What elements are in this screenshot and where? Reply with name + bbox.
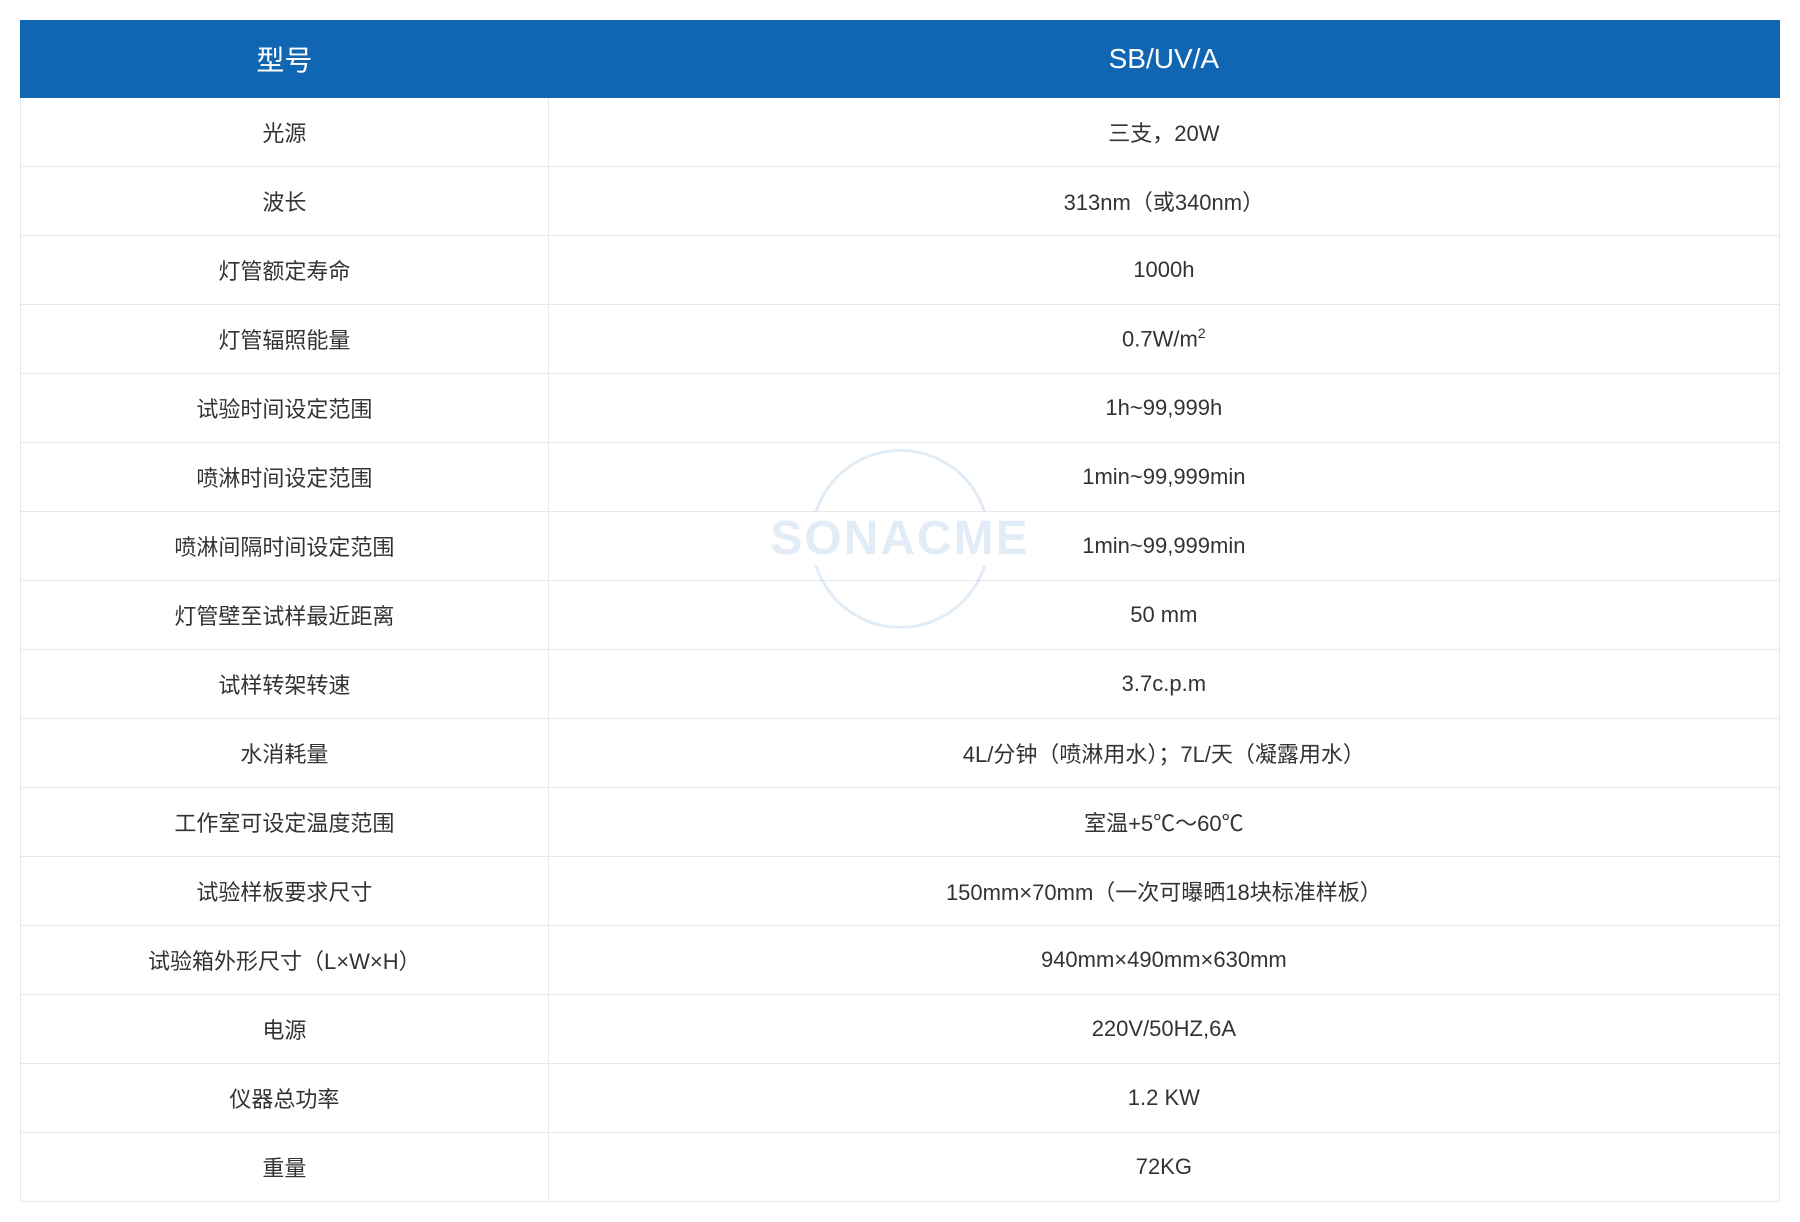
spec-label-cell: 仪器总功率 xyxy=(21,1064,549,1133)
spec-value-cell: 72KG xyxy=(548,1133,1779,1202)
table-body: 光源三支，20W波长313nm（或340nm）灯管额定寿命1000h灯管辐照能量… xyxy=(21,98,1780,1202)
header-col-0: 型号 xyxy=(21,21,549,98)
spec-label-cell: 工作室可设定温度范围 xyxy=(21,788,549,857)
header-col-1: SB/UV/A xyxy=(548,21,1779,98)
spec-label-cell: 试验箱外形尺寸（L×W×H） xyxy=(21,926,549,995)
table-row: 喷淋时间设定范围1min~99,999min xyxy=(21,443,1780,512)
spec-value-cell: 1000h xyxy=(548,236,1779,305)
spec-value-cell: 1.2 KW xyxy=(548,1064,1779,1133)
spec-label-cell: 试样转架转速 xyxy=(21,650,549,719)
spec-value-cell: 50 mm xyxy=(548,581,1779,650)
table-row: 电源220V/50HZ,6A xyxy=(21,995,1780,1064)
spec-value-cell: 150mm×70mm（一次可曝晒18块标准样板） xyxy=(548,857,1779,926)
spec-value-cell: 220V/50HZ,6A xyxy=(548,995,1779,1064)
table-row: 试验时间设定范围1h~99,999h xyxy=(21,374,1780,443)
table-row: 水消耗量4L/分钟（喷淋用水）；7L/天（凝露用水） xyxy=(21,719,1780,788)
spec-table-container: SONACME 型号 SB/UV/A 光源三支，20W波长313nm（或340n… xyxy=(20,20,1780,1202)
spec-value-cell: 4L/分钟（喷淋用水）；7L/天（凝露用水） xyxy=(548,719,1779,788)
spec-label-cell: 试验时间设定范围 xyxy=(21,374,549,443)
spec-value-cell: 313nm（或340nm） xyxy=(548,167,1779,236)
spec-value-cell: 1h~99,999h xyxy=(548,374,1779,443)
spec-value-cell: 三支，20W xyxy=(548,98,1779,167)
table-row: 灯管辐照能量0.7W/m2 xyxy=(21,305,1780,374)
spec-value-cell: 940mm×490mm×630mm xyxy=(548,926,1779,995)
spec-label-cell: 灯管辐照能量 xyxy=(21,305,549,374)
table-header: 型号 SB/UV/A xyxy=(21,21,1780,98)
spec-label-cell: 波长 xyxy=(21,167,549,236)
table-row: 灯管额定寿命1000h xyxy=(21,236,1780,305)
table-row: 波长313nm（或340nm） xyxy=(21,167,1780,236)
table-row: 试样转架转速3.7c.p.m xyxy=(21,650,1780,719)
spec-label-cell: 电源 xyxy=(21,995,549,1064)
table-row: 喷淋间隔时间设定范围1min~99,999min xyxy=(21,512,1780,581)
spec-label-cell: 喷淋间隔时间设定范围 xyxy=(21,512,549,581)
table-row: 仪器总功率1.2 KW xyxy=(21,1064,1780,1133)
table-row: 光源三支，20W xyxy=(21,98,1780,167)
spec-value-cell: 室温+5℃～60℃ xyxy=(548,788,1779,857)
spec-label-cell: 重量 xyxy=(21,1133,549,1202)
spec-label-cell: 光源 xyxy=(21,98,549,167)
table-row: 试验样板要求尺寸150mm×70mm（一次可曝晒18块标准样板） xyxy=(21,857,1780,926)
spec-value-cell: 0.7W/m2 xyxy=(548,305,1779,374)
spec-table: 型号 SB/UV/A 光源三支，20W波长313nm（或340nm）灯管额定寿命… xyxy=(20,20,1780,1202)
spec-value-cell: 1min~99,999min xyxy=(548,443,1779,512)
spec-label-cell: 试验样板要求尺寸 xyxy=(21,857,549,926)
table-row: 工作室可设定温度范围室温+5℃～60℃ xyxy=(21,788,1780,857)
table-row: 灯管壁至试样最近距离50 mm xyxy=(21,581,1780,650)
table-row: 重量72KG xyxy=(21,1133,1780,1202)
spec-label-cell: 灯管额定寿命 xyxy=(21,236,549,305)
spec-value-cell: 1min~99,999min xyxy=(548,512,1779,581)
spec-value-cell: 3.7c.p.m xyxy=(548,650,1779,719)
table-row: 试验箱外形尺寸（L×W×H）940mm×490mm×630mm xyxy=(21,926,1780,995)
header-row: 型号 SB/UV/A xyxy=(21,21,1780,98)
spec-label-cell: 喷淋时间设定范围 xyxy=(21,443,549,512)
spec-label-cell: 水消耗量 xyxy=(21,719,549,788)
spec-label-cell: 灯管壁至试样最近距离 xyxy=(21,581,549,650)
